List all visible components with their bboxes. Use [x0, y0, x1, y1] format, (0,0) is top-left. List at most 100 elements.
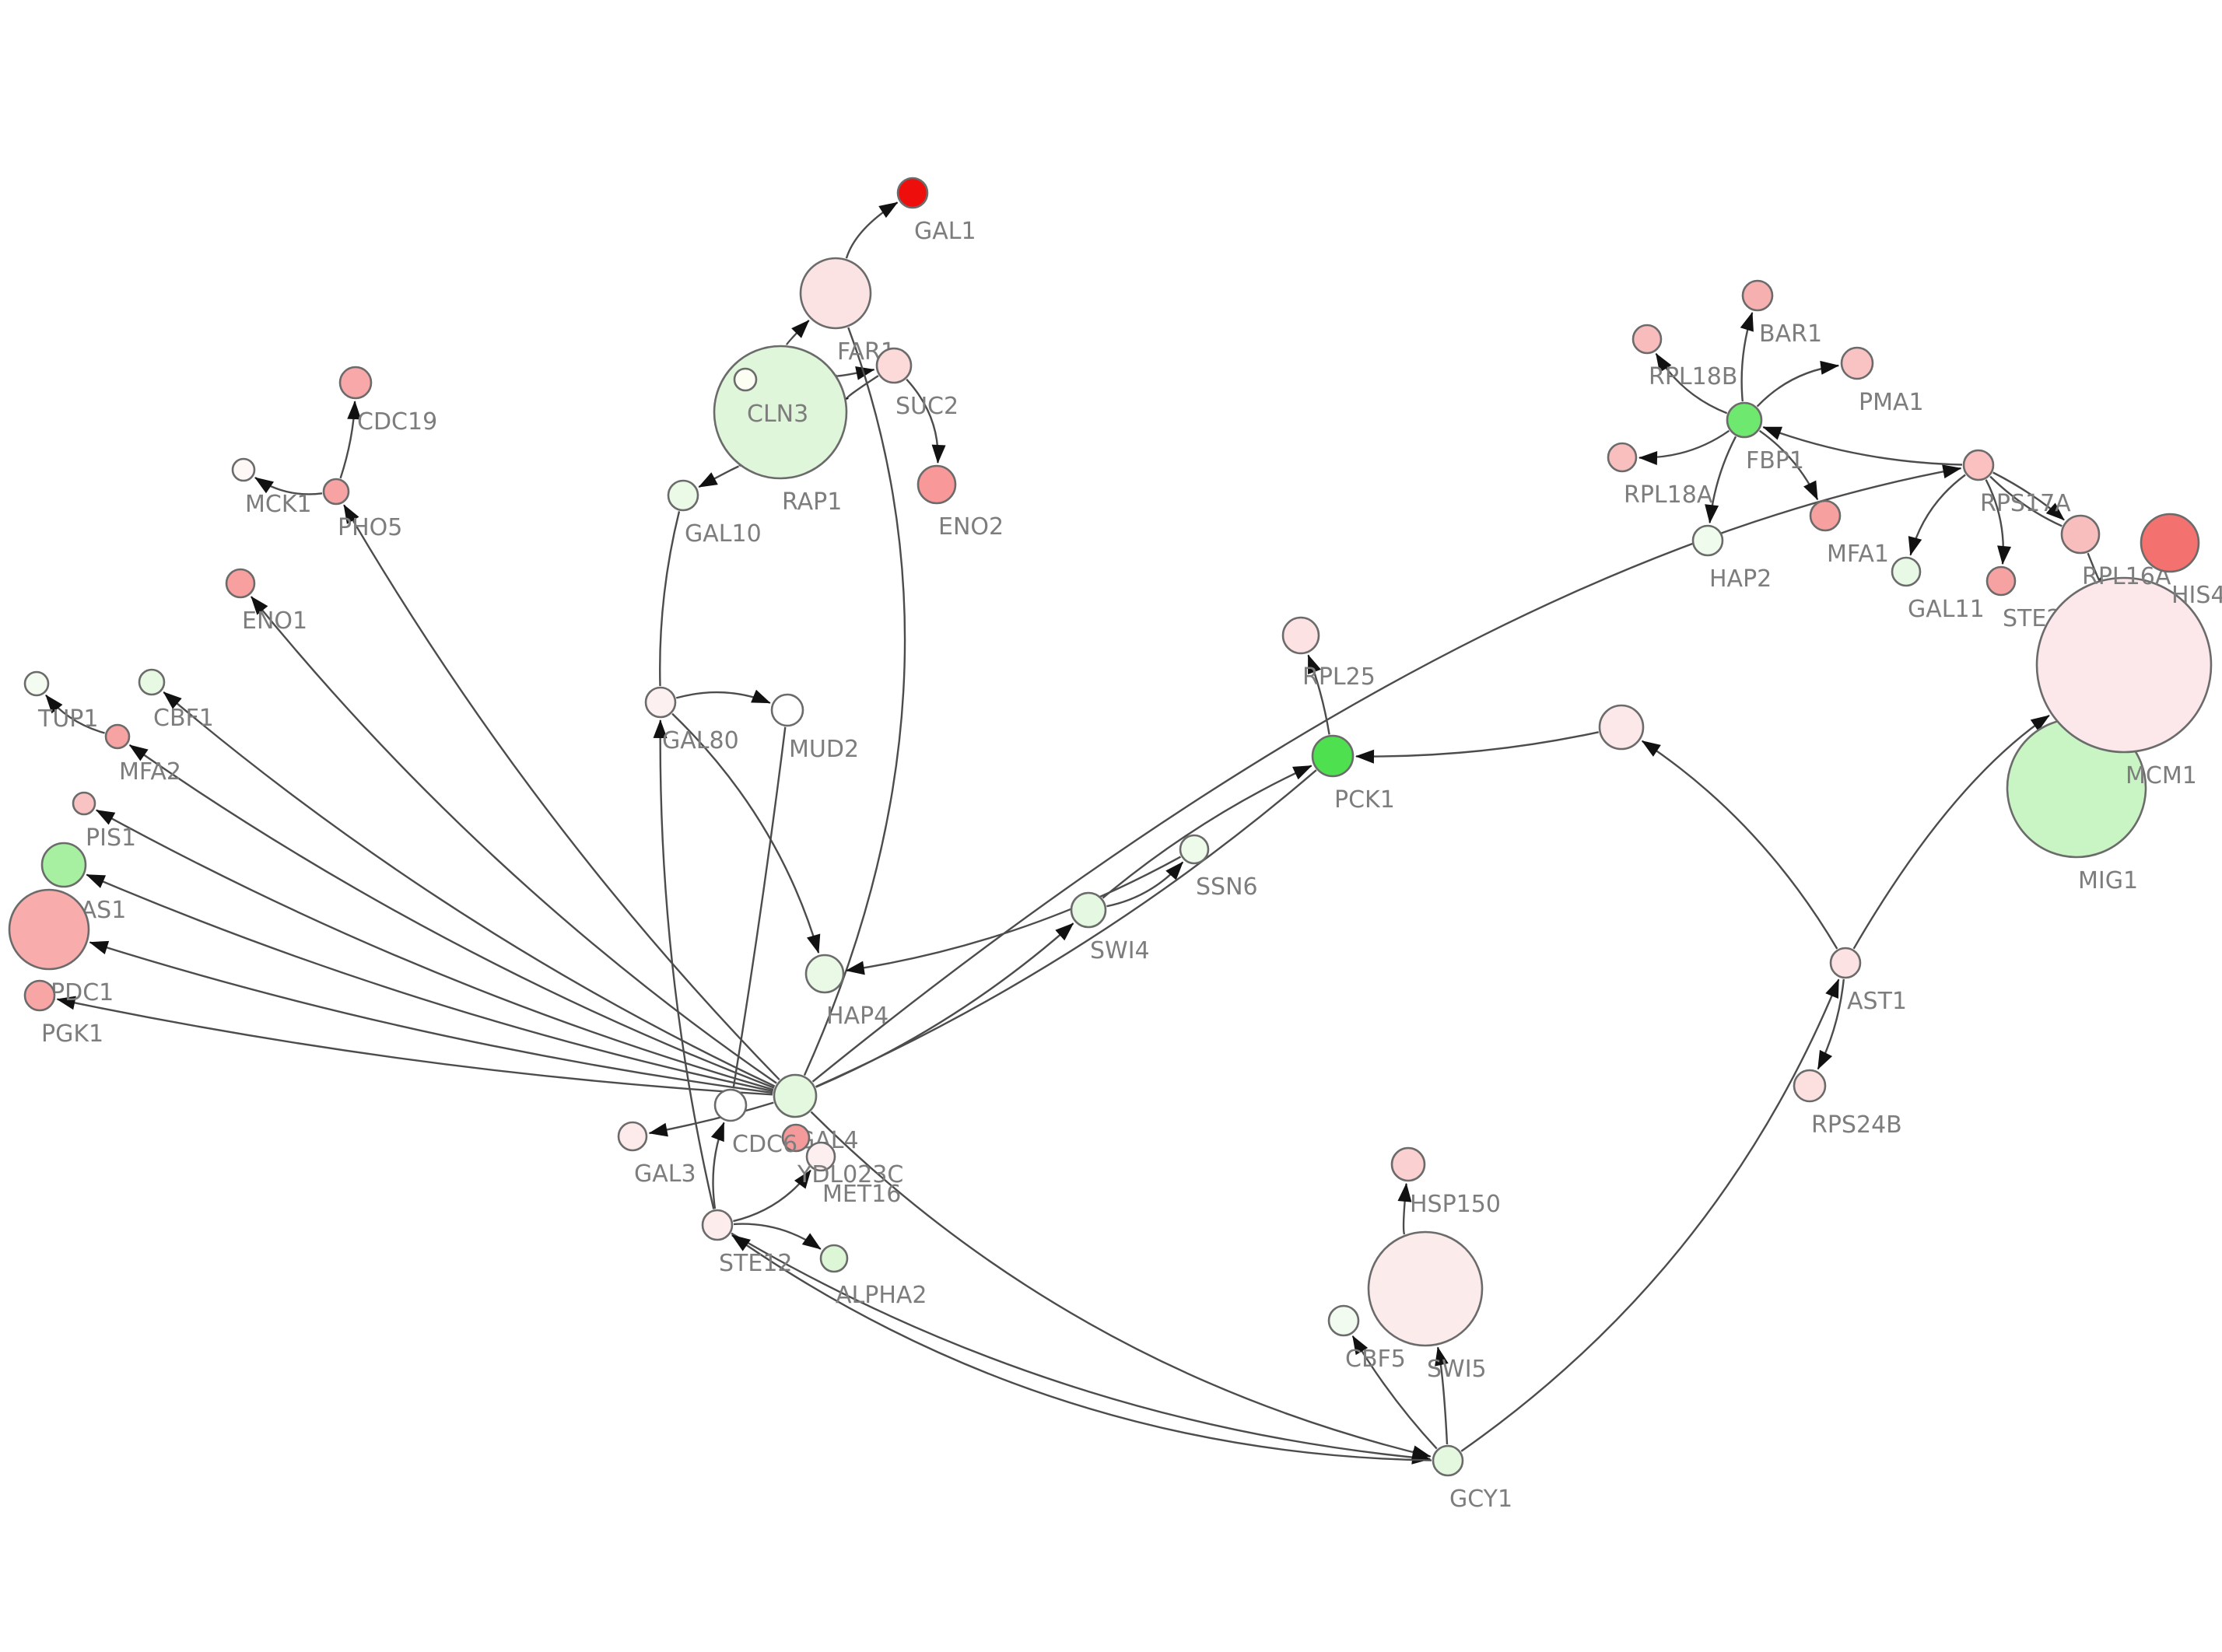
node-far1[interactable]: [799, 257, 872, 330]
edge-fbp1-mfa1[interactable]: [1758, 429, 1819, 501]
edge-ssn6-hap4[interactable]: [845, 856, 1182, 975]
node-rpl18b[interactable]: [1631, 324, 1663, 355]
node-alpha2[interactable]: [819, 1244, 849, 1273]
edge-x1-pck1[interactable]: [1355, 731, 1599, 764]
edge-fbp1-pma1[interactable]: [1756, 360, 1840, 408]
edge-gcy1-ast1[interactable]: [1460, 978, 1840, 1452]
edge-pho5-mck1[interactable]: [254, 477, 323, 495]
node-cln3[interactable]: [733, 367, 758, 392]
node-met16[interactable]: [805, 1141, 836, 1172]
edge-mfa2-tup1[interactable]: [45, 695, 105, 734]
edge-fbp1-rpl18a[interactable]: [1638, 429, 1730, 465]
edge-ste12-alpha2[interactable]: [733, 1223, 822, 1250]
node-mfa1[interactable]: [1809, 499, 1842, 532]
node-bar1[interactable]: [1741, 279, 1774, 312]
edge-suc2-rap1[interactable]: [829, 375, 879, 409]
edge-rap1-far1[interactable]: [785, 320, 810, 345]
node-gal4[interactable]: [773, 1073, 818, 1118]
node-fbp1[interactable]: [1726, 401, 1763, 439]
edge-gal80-hap4[interactable]: [671, 712, 821, 954]
edge-pho5-cdc19[interactable]: [339, 401, 362, 479]
node-mud2[interactable]: [770, 693, 804, 727]
edge-rap1-suc2[interactable]: [836, 366, 875, 380]
node-gal1[interactable]: [896, 177, 929, 209]
node-gcy1[interactable]: [1432, 1444, 1464, 1477]
node-pdc1[interactable]: [8, 888, 90, 971]
edge-rps17a-ste2[interactable]: [1985, 479, 2012, 565]
edge-ast1-rps24b[interactable]: [1817, 978, 1845, 1070]
edge-swi4-ssn6[interactable]: [1106, 861, 1184, 908]
edge-suc2-eno2[interactable]: [906, 378, 946, 464]
edge-gal4-gcy1[interactable]: [810, 1111, 1432, 1459]
node-ste12[interactable]: [701, 1209, 734, 1241]
edge-rap1-gal10[interactable]: [698, 465, 741, 488]
node-gal80[interactable]: [644, 686, 677, 719]
edge-gal4-pis1[interactable]: [95, 809, 774, 1091]
node-ste2[interactable]: [1985, 565, 2017, 597]
edge-rps17a-gal11[interactable]: [1908, 474, 1966, 556]
node-hap2[interactable]: [1691, 524, 1724, 557]
node-cdc6[interactable]: [713, 1088, 748, 1122]
node-his4[interactable]: [2140, 513, 2200, 573]
node-gal11[interactable]: [1891, 556, 1922, 587]
edge-gcy1-swi5[interactable]: [1435, 1346, 1449, 1445]
edge-gal4-pck1[interactable]: [815, 769, 1317, 1088]
node-ssn6[interactable]: [1179, 834, 1210, 865]
node-rps17a[interactable]: [1962, 449, 1995, 481]
node-mck1[interactable]: [231, 457, 256, 482]
node-pma1[interactable]: [1840, 346, 1874, 380]
edge-gal4-pho5[interactable]: [343, 504, 780, 1081]
edge-fbp1-hap2[interactable]: [1705, 436, 1737, 524]
edge-rps17a-rpl16a[interactable]: [1989, 475, 2063, 527]
node-eno1[interactable]: [225, 568, 256, 599]
edge-fbp1-rpl18b[interactable]: [1655, 352, 1728, 415]
node-hsp150[interactable]: [1390, 1146, 1426, 1182]
node-rps24b[interactable]: [1793, 1069, 1827, 1103]
edge-gal4-ras1[interactable]: [86, 873, 773, 1093]
node-ast1[interactable]: [1829, 947, 1862, 979]
edge-gal80-gal10[interactable]: [659, 511, 681, 687]
edge-ste12-met16[interactable]: [733, 1169, 811, 1223]
edge-gal4-pgk1[interactable]: [56, 996, 773, 1096]
node-rpl16a[interactable]: [2060, 514, 2101, 555]
edge-gal4-gal3[interactable]: [648, 1101, 774, 1137]
edge-gcy1-ste12[interactable]: [731, 1234, 1432, 1461]
edge-far1-gal1[interactable]: [845, 201, 899, 259]
edge-fbp1-bar1[interactable]: [1740, 312, 1754, 402]
node-hap4[interactable]: [804, 954, 845, 994]
edge-mud2-cdc6[interactable]: [732, 726, 787, 1089]
edge-rps17a-rpl16a[interactable]: [1992, 471, 2065, 521]
node-ydl023c[interactable]: [781, 1123, 811, 1153]
node-rpl25[interactable]: [1281, 616, 1320, 655]
node-mcm1[interactable]: [2035, 576, 2213, 754]
node-unlabeled[interactable]: [1598, 704, 1645, 751]
node-swi5[interactable]: [1367, 1230, 1484, 1347]
edge-gal4-rps17a[interactable]: [811, 464, 1962, 1083]
edge-gcy1-cbf5[interactable]: [1351, 1335, 1438, 1450]
edge-ste12-gal80[interactable]: [653, 719, 715, 1209]
edge-ast1-mcm1[interactable]: [1852, 714, 2050, 950]
node-cbf5[interactable]: [1327, 1304, 1360, 1337]
node-suc2[interactable]: [875, 347, 913, 384]
edge-rps17a-fbp1[interactable]: [1762, 425, 1963, 466]
node-rpl18a[interactable]: [1607, 442, 1638, 473]
node-pgk1[interactable]: [23, 979, 56, 1012]
node-pis1[interactable]: [72, 791, 96, 816]
node-ras1[interactable]: [40, 842, 87, 888]
edge-gal4-cbf1[interactable]: [163, 691, 776, 1087]
node-mfa2[interactable]: [104, 723, 131, 750]
node-swi4[interactable]: [1070, 891, 1107, 929]
edge-ast1-x1[interactable]: [1641, 740, 1838, 950]
edge-ste12-cdc6[interactable]: [710, 1122, 725, 1209]
node-gal3[interactable]: [617, 1121, 648, 1152]
edge-gal80-mud2[interactable]: [675, 689, 771, 704]
edge-gal4-mfa2[interactable]: [128, 744, 775, 1089]
edge-ste12-gcy1[interactable]: [731, 1232, 1432, 1465]
edge-swi5-hsp150[interactable]: [1397, 1182, 1412, 1235]
edge-gal4-pdc1[interactable]: [89, 940, 773, 1094]
edge-pck1-rpl25[interactable]: [1307, 654, 1330, 735]
node-tup1[interactable]: [23, 670, 50, 697]
node-pho5[interactable]: [322, 478, 350, 506]
edge-gal4-eno1[interactable]: [250, 596, 777, 1084]
